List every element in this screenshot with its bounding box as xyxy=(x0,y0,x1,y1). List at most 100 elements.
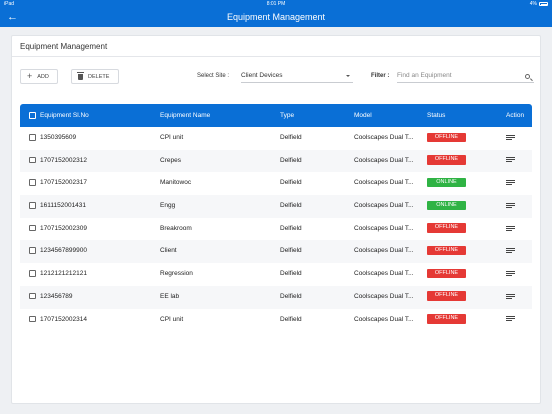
header-serial: Equipment Sl.No xyxy=(40,112,89,119)
header-type: Type xyxy=(280,112,295,119)
add-button[interactable]: + ADD xyxy=(20,69,58,84)
menu-icon[interactable] xyxy=(506,202,515,208)
menu-icon[interactable] xyxy=(506,157,515,163)
cell-name: EE lab xyxy=(160,292,180,300)
filter-input[interactable] xyxy=(397,69,534,83)
cell-model: Coolscapes Dual T... xyxy=(354,202,414,210)
row-checkbox[interactable] xyxy=(29,224,36,232)
cell-serial: 1350395609 xyxy=(40,134,77,141)
cell-type: Delfield xyxy=(280,292,302,300)
cell-type: Delfield xyxy=(280,224,302,232)
battery-indicator: 4% xyxy=(530,0,548,8)
table-row[interactable]: 1212121212121 Regression Delfield Coolscape… xyxy=(20,263,532,286)
cell-name: Crepes xyxy=(160,156,181,164)
cell-type: Delfield xyxy=(280,202,302,210)
filter-label: Filter : xyxy=(371,73,390,79)
cell-name: Regression xyxy=(160,270,193,278)
row-checkbox[interactable] xyxy=(29,156,36,164)
header-name: Equipment Name xyxy=(160,112,211,119)
card-divider xyxy=(12,56,540,57)
cell-model: Coolscapes Dual T... xyxy=(354,134,414,141)
cell-name: Manitowoc xyxy=(160,179,192,187)
clock: 8:01 PM xyxy=(266,1,286,7)
trash-icon xyxy=(77,72,84,80)
menu-icon[interactable] xyxy=(506,293,515,299)
table-row[interactable]: 1234567899900 Client Delfield Coolscapes Du… xyxy=(20,240,532,264)
cell-serial: 1707152002312 xyxy=(40,156,87,164)
menu-icon[interactable] xyxy=(506,225,515,231)
table-row[interactable]: 1350395609 CPI unit Delfield Coolscapes Dua… xyxy=(20,127,532,150)
menu-icon[interactable] xyxy=(506,270,515,276)
cell-type: Delfield xyxy=(280,134,302,141)
table-row[interactable]: 1707152002317 Manitowoc Delfield Coolscapes… xyxy=(20,172,532,195)
cell-name: Client xyxy=(160,247,177,255)
cell-serial: 1212121212121 xyxy=(40,270,87,278)
row-checkbox[interactable] xyxy=(29,202,36,209)
cell-type: Delfield xyxy=(280,179,302,187)
cell-type: Delfield xyxy=(280,315,302,323)
cell-name: Engg xyxy=(160,202,176,210)
cell-serial: 1707152002317 xyxy=(40,179,87,187)
delete-button[interactable]: DELETE xyxy=(71,69,119,84)
site-select-value: Client Devices xyxy=(241,72,283,79)
header-status: Status xyxy=(427,112,446,119)
status-badge: ONLINE xyxy=(427,200,466,211)
menu-icon[interactable] xyxy=(506,180,515,186)
cell-model: Coolscapes Dual T... xyxy=(354,315,414,323)
cell-model: Coolscapes Dual T... xyxy=(354,179,414,187)
delete-button-label: DELETE xyxy=(88,73,110,80)
site-select[interactable]: Client Devices xyxy=(241,69,353,83)
cell-serial: 1611152001431 xyxy=(40,202,87,210)
add-button-label: ADD xyxy=(37,73,49,80)
equipment-table: Equipment Sl.No Equipment Name Type Mode… xyxy=(20,104,532,331)
status-badge: OFFLINE xyxy=(427,155,466,165)
menu-icon[interactable] xyxy=(506,134,515,140)
row-checkbox[interactable] xyxy=(29,315,36,323)
arrow-left-icon[interactable]: ← xyxy=(7,11,18,23)
cell-serial: 1234567899900 xyxy=(40,247,87,255)
cell-type: Delfield xyxy=(280,156,302,164)
table-row[interactable]: 1707152002312 Crepes Delfield Coolscapes Du… xyxy=(20,149,532,173)
menu-icon[interactable] xyxy=(506,248,515,254)
row-checkbox[interactable] xyxy=(29,270,36,277)
table-row[interactable]: 123456789 EE lab Delfield Coolscapes Dual T… xyxy=(20,285,532,309)
menu-icon[interactable] xyxy=(506,316,515,322)
table-row[interactable]: 1611152001431 Engg Delfield Coolscapes Dual… xyxy=(20,195,532,218)
status-bar: iPad 8:01 PM 4% xyxy=(0,0,552,8)
row-checkbox[interactable] xyxy=(29,292,36,300)
cell-name: Breakroom xyxy=(160,224,192,232)
navbar: ← Equipment Management xyxy=(0,8,552,27)
cell-model: Coolscapes Dual T... xyxy=(354,156,414,164)
cell-type: Delfield xyxy=(280,270,302,278)
cell-model: Coolscapes Dual T... xyxy=(354,224,414,232)
page-title: Equipment Management xyxy=(226,12,326,22)
header-action: Action xyxy=(506,112,525,119)
select-site-label: Select Site : xyxy=(197,73,230,79)
cell-serial: 1707152002309 xyxy=(40,224,87,232)
select-all-checkbox[interactable] xyxy=(29,112,36,119)
cell-model: Coolscapes Dual T... xyxy=(354,270,414,278)
status-badge: OFFLINE xyxy=(427,268,466,279)
battery-percent: 4% xyxy=(529,1,537,7)
caret-down-icon xyxy=(346,75,350,77)
cell-name: CPI unit xyxy=(160,134,184,141)
table-row[interactable]: 1707152002309 Breakroom Delfield Coolscapes… xyxy=(20,218,532,241)
table-body: 1350395609 CPI unit Delfield Coolscapes Dua… xyxy=(20,127,532,331)
cell-model: Coolscapes Dual T... xyxy=(354,292,414,300)
search-icon[interactable] xyxy=(525,74,530,79)
cell-name: CPI unit xyxy=(160,315,184,323)
status-badge: OFFLINE xyxy=(427,291,466,301)
battery-icon xyxy=(539,2,548,6)
card-title: Equipment Management xyxy=(20,42,108,51)
device-label: iPad xyxy=(4,1,15,7)
row-checkbox[interactable] xyxy=(29,134,36,141)
table-row[interactable]: 1707152002314 CPI unit Delfield Coolscapes … xyxy=(20,309,532,332)
cell-serial: 1707152002314 xyxy=(40,315,87,323)
row-checkbox[interactable] xyxy=(29,179,36,186)
cell-type: Delfield xyxy=(280,247,302,255)
cell-serial: 123456789 xyxy=(40,292,73,300)
row-checkbox[interactable] xyxy=(29,247,36,254)
status-badge: ONLINE xyxy=(427,177,466,188)
header-model: Model xyxy=(354,112,372,119)
status-badge: OFFLINE xyxy=(427,314,466,324)
